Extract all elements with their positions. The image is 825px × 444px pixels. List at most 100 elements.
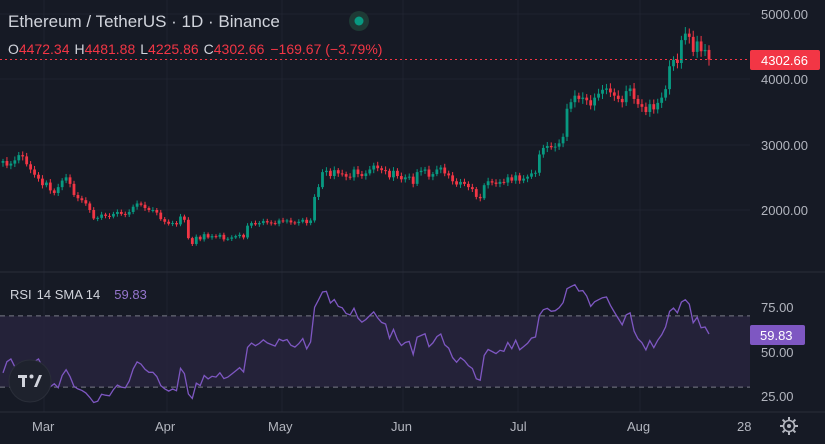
candle-body bbox=[423, 169, 427, 171]
rsi-name: RSI bbox=[10, 287, 32, 302]
candle-body bbox=[372, 165, 376, 170]
settings-gear-icon[interactable] bbox=[780, 417, 798, 435]
candle-body bbox=[636, 98, 640, 105]
candle-body bbox=[269, 222, 273, 224]
candle-body bbox=[25, 156, 29, 165]
tradingview-logo[interactable]: TV bbox=[8, 359, 52, 403]
candle-body bbox=[470, 187, 474, 190]
candle-body bbox=[348, 176, 352, 178]
candle-body bbox=[222, 234, 226, 240]
candle-body bbox=[699, 41, 703, 52]
candle-body bbox=[214, 236, 218, 238]
candle-body bbox=[265, 221, 269, 223]
candle-body bbox=[534, 172, 537, 174]
time-tick-label: Apr bbox=[155, 419, 176, 434]
candle-body bbox=[683, 33, 687, 41]
candle-body bbox=[277, 220, 281, 224]
candle-body bbox=[498, 181, 502, 184]
candle-body bbox=[541, 147, 545, 155]
candle-body bbox=[80, 198, 84, 201]
rsi-current-value: 59.83 bbox=[114, 287, 147, 302]
candle-body bbox=[88, 203, 92, 210]
candle-body bbox=[439, 167, 443, 170]
candle-body bbox=[131, 206, 135, 212]
candle-body bbox=[380, 168, 384, 171]
candle-body bbox=[672, 59, 675, 67]
ohlc-legend: O4472.34 H4481.88 L4225.86 C4302.66 −169.67 … bbox=[8, 41, 382, 57]
candle-body bbox=[234, 236, 238, 238]
rsi-value-tag: 59.83 bbox=[750, 325, 805, 345]
candle-body bbox=[407, 176, 411, 178]
candle-body bbox=[5, 161, 9, 166]
candle-body bbox=[644, 106, 648, 112]
candle-body bbox=[52, 190, 56, 194]
candle-body bbox=[403, 177, 407, 180]
chart-title[interactable]: Ethereum / TetherUS · 1D · Binance bbox=[8, 12, 280, 31]
candle-body bbox=[305, 219, 309, 224]
time-tick-label: Jul bbox=[510, 419, 527, 434]
price-axis[interactable]: 5000.00 4000.00 3000.00 2000.00 bbox=[761, 7, 808, 218]
candle-body bbox=[545, 145, 549, 148]
price-tick-label: 4000.00 bbox=[761, 72, 808, 87]
rsi-axis[interactable]: 75.00 50.00 25.00 bbox=[761, 300, 794, 404]
candle-body bbox=[569, 102, 573, 109]
candle-body bbox=[608, 88, 612, 93]
candle-body bbox=[242, 234, 245, 238]
candle-body bbox=[48, 182, 52, 191]
rsi-tick-label: 50.00 bbox=[761, 345, 794, 360]
candle-body bbox=[632, 88, 636, 99]
rsi-line bbox=[2, 283, 710, 404]
candle-body bbox=[411, 176, 415, 184]
candle-body bbox=[127, 211, 131, 215]
candle-body bbox=[518, 175, 522, 181]
candle-body bbox=[628, 88, 632, 92]
candle-body bbox=[443, 167, 447, 174]
candle-body bbox=[246, 225, 249, 238]
candle-body bbox=[707, 49, 711, 60]
candle-body bbox=[155, 210, 159, 213]
candle-body bbox=[41, 178, 44, 186]
time-axis[interactable]: Mar Apr May Jun Jul Aug 28 bbox=[32, 419, 751, 434]
rsi-value-tag-label: 59.83 bbox=[760, 328, 793, 343]
candle-body bbox=[640, 104, 644, 107]
candle-body bbox=[482, 185, 486, 199]
rsi-legend[interactable]: RSI 14 SMA 14 59.83 bbox=[10, 287, 147, 302]
market-status-icon[interactable] bbox=[349, 11, 369, 31]
candles bbox=[1, 27, 711, 247]
candle-body bbox=[226, 238, 230, 240]
candle-body bbox=[624, 91, 628, 103]
time-tick-label: May bbox=[268, 419, 293, 434]
candle-body bbox=[557, 143, 561, 147]
ohlc-change-value: −169.67 (−3.79%) bbox=[270, 41, 382, 57]
candle-body bbox=[202, 234, 206, 240]
candle-body bbox=[167, 221, 171, 224]
candle-body bbox=[691, 36, 695, 52]
candle-body bbox=[601, 89, 604, 94]
candle-body bbox=[459, 181, 462, 185]
candle-body bbox=[257, 223, 261, 225]
candle-body bbox=[135, 203, 139, 207]
candle-body bbox=[573, 95, 577, 103]
ohlc-open-label: O bbox=[8, 41, 19, 57]
candle-body bbox=[679, 40, 683, 63]
candle-body bbox=[230, 237, 234, 239]
candle-body bbox=[72, 183, 76, 195]
candle-body bbox=[522, 178, 526, 181]
price-tick-label: 5000.00 bbox=[761, 7, 808, 22]
candle-body bbox=[194, 236, 198, 244]
candle-body bbox=[612, 92, 616, 96]
rsi-band bbox=[0, 315, 750, 388]
candle-body bbox=[652, 104, 656, 110]
candle-body bbox=[565, 108, 569, 137]
candle-body bbox=[553, 146, 557, 148]
candle-body bbox=[159, 212, 163, 220]
candle-body bbox=[190, 238, 194, 244]
candle-body bbox=[112, 213, 115, 217]
candle-body bbox=[435, 169, 439, 175]
candle-body bbox=[92, 210, 96, 219]
candle-body bbox=[301, 219, 305, 222]
rsi-tick-label: 25.00 bbox=[761, 389, 794, 404]
candle-body bbox=[293, 222, 297, 224]
